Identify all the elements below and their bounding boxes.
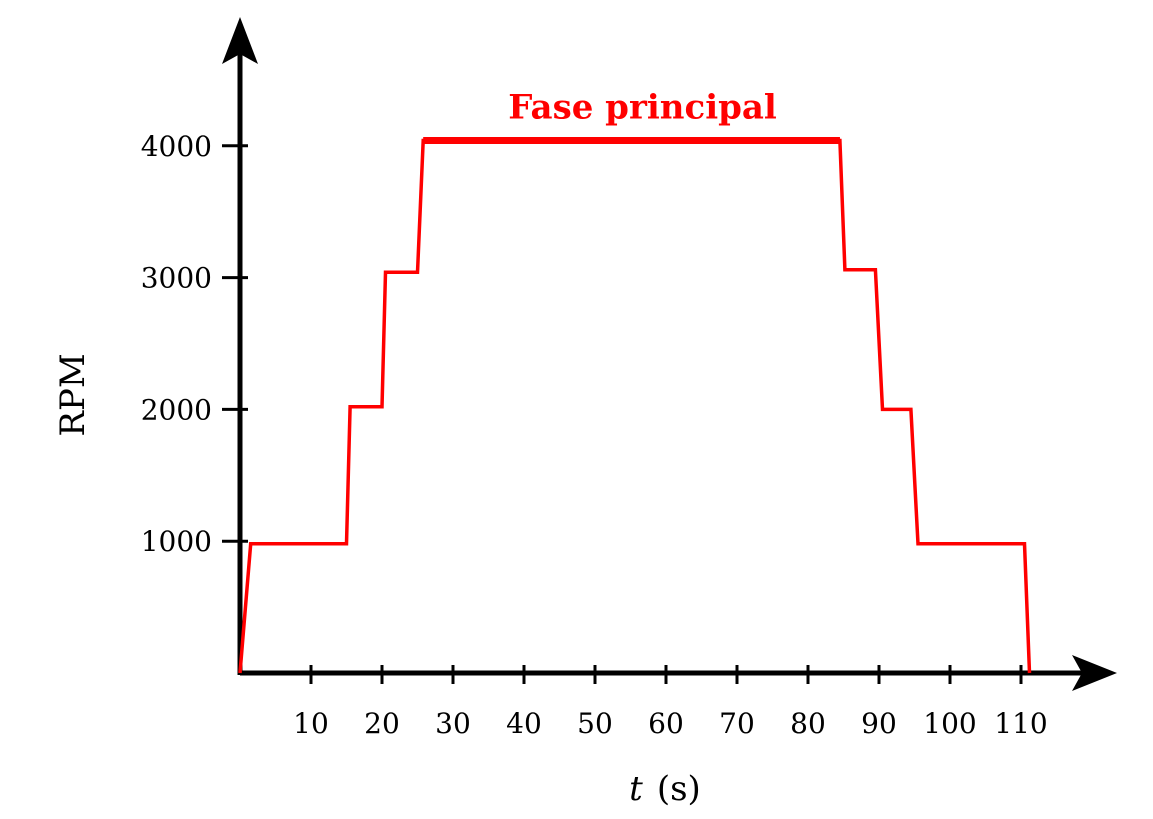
y-tick-label: 4000 [141,130,212,163]
x-axis-label: t (s) [629,769,701,809]
x-tick-label: 60 [648,707,684,740]
y-axis-label: RPM [53,353,93,436]
x-axis-arrowhead [1072,655,1117,691]
y-tick-label: 2000 [141,393,212,426]
x-tick-label: 110 [994,707,1047,740]
y-tick-label: 1000 [141,525,212,558]
x-tick-label: 80 [790,707,826,740]
x-tick-label: 50 [577,707,613,740]
y-axis-arrowhead [222,17,258,64]
series-layer [238,138,1032,674]
main-phase-label: Fase principal [508,88,777,128]
x-tick-label: 90 [861,707,897,740]
y-ticks: 1000 2000 3000 4000 [141,130,248,558]
annotation-layer: Fase principal [423,88,840,145]
x-axis-label-unit: (s) [657,769,701,809]
x-tick-label: 30 [435,707,471,740]
x-tick-label: 20 [364,707,400,740]
x-ticks: 10 20 30 40 50 60 70 80 90 100 110 [293,665,1048,740]
x-tick-label: 70 [719,707,755,740]
x-tick-label: 10 [293,707,329,740]
x-tick-label: 100 [923,707,976,740]
y-tick-label: 3000 [141,262,212,295]
x-axis-label-var: t [629,769,643,809]
x-tick-label: 40 [506,707,542,740]
rpm-series-line [238,138,1032,674]
